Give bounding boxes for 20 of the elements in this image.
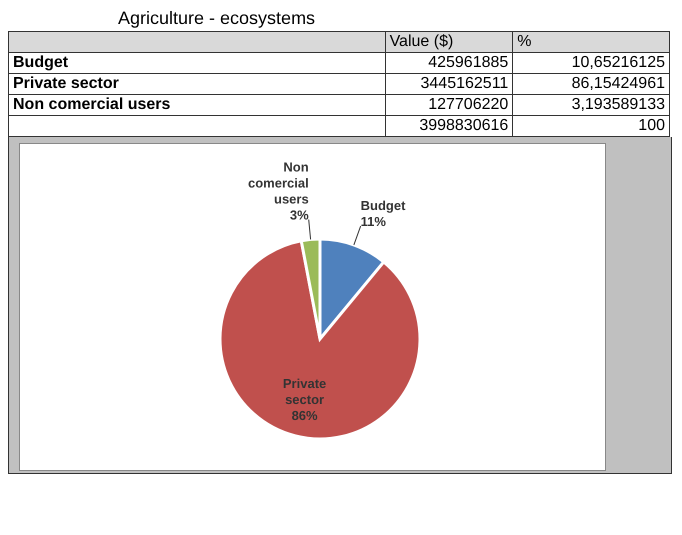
data-label: 11% <box>360 214 386 230</box>
text: 100 <box>512 116 670 136</box>
text: 3998830616 <box>385 116 513 136</box>
category-label: Budget <box>13 54 68 71</box>
category-label: Private sector <box>13 75 119 92</box>
category-label: Non comercial users <box>13 96 170 113</box>
text: 3445162511 <box>385 74 513 94</box>
text: 10,65216125 <box>512 52 670 74</box>
slice-label: Private sector <box>282 376 326 408</box>
text: 3,193589133 <box>512 94 670 116</box>
text: 127706220 <box>385 94 513 116</box>
text: 425961885 <box>385 52 513 74</box>
data-label: 3% <box>290 208 310 223</box>
text: 86,15424961 <box>512 74 670 94</box>
chart-title: Agriculture - ecosystems <box>117 8 316 29</box>
text: % <box>512 32 670 52</box>
slice-label: Non comercial users <box>248 160 309 207</box>
slice-label: Budget <box>360 198 406 214</box>
data-label: 86% <box>292 408 318 424</box>
text: Value ($) <box>385 32 513 52</box>
